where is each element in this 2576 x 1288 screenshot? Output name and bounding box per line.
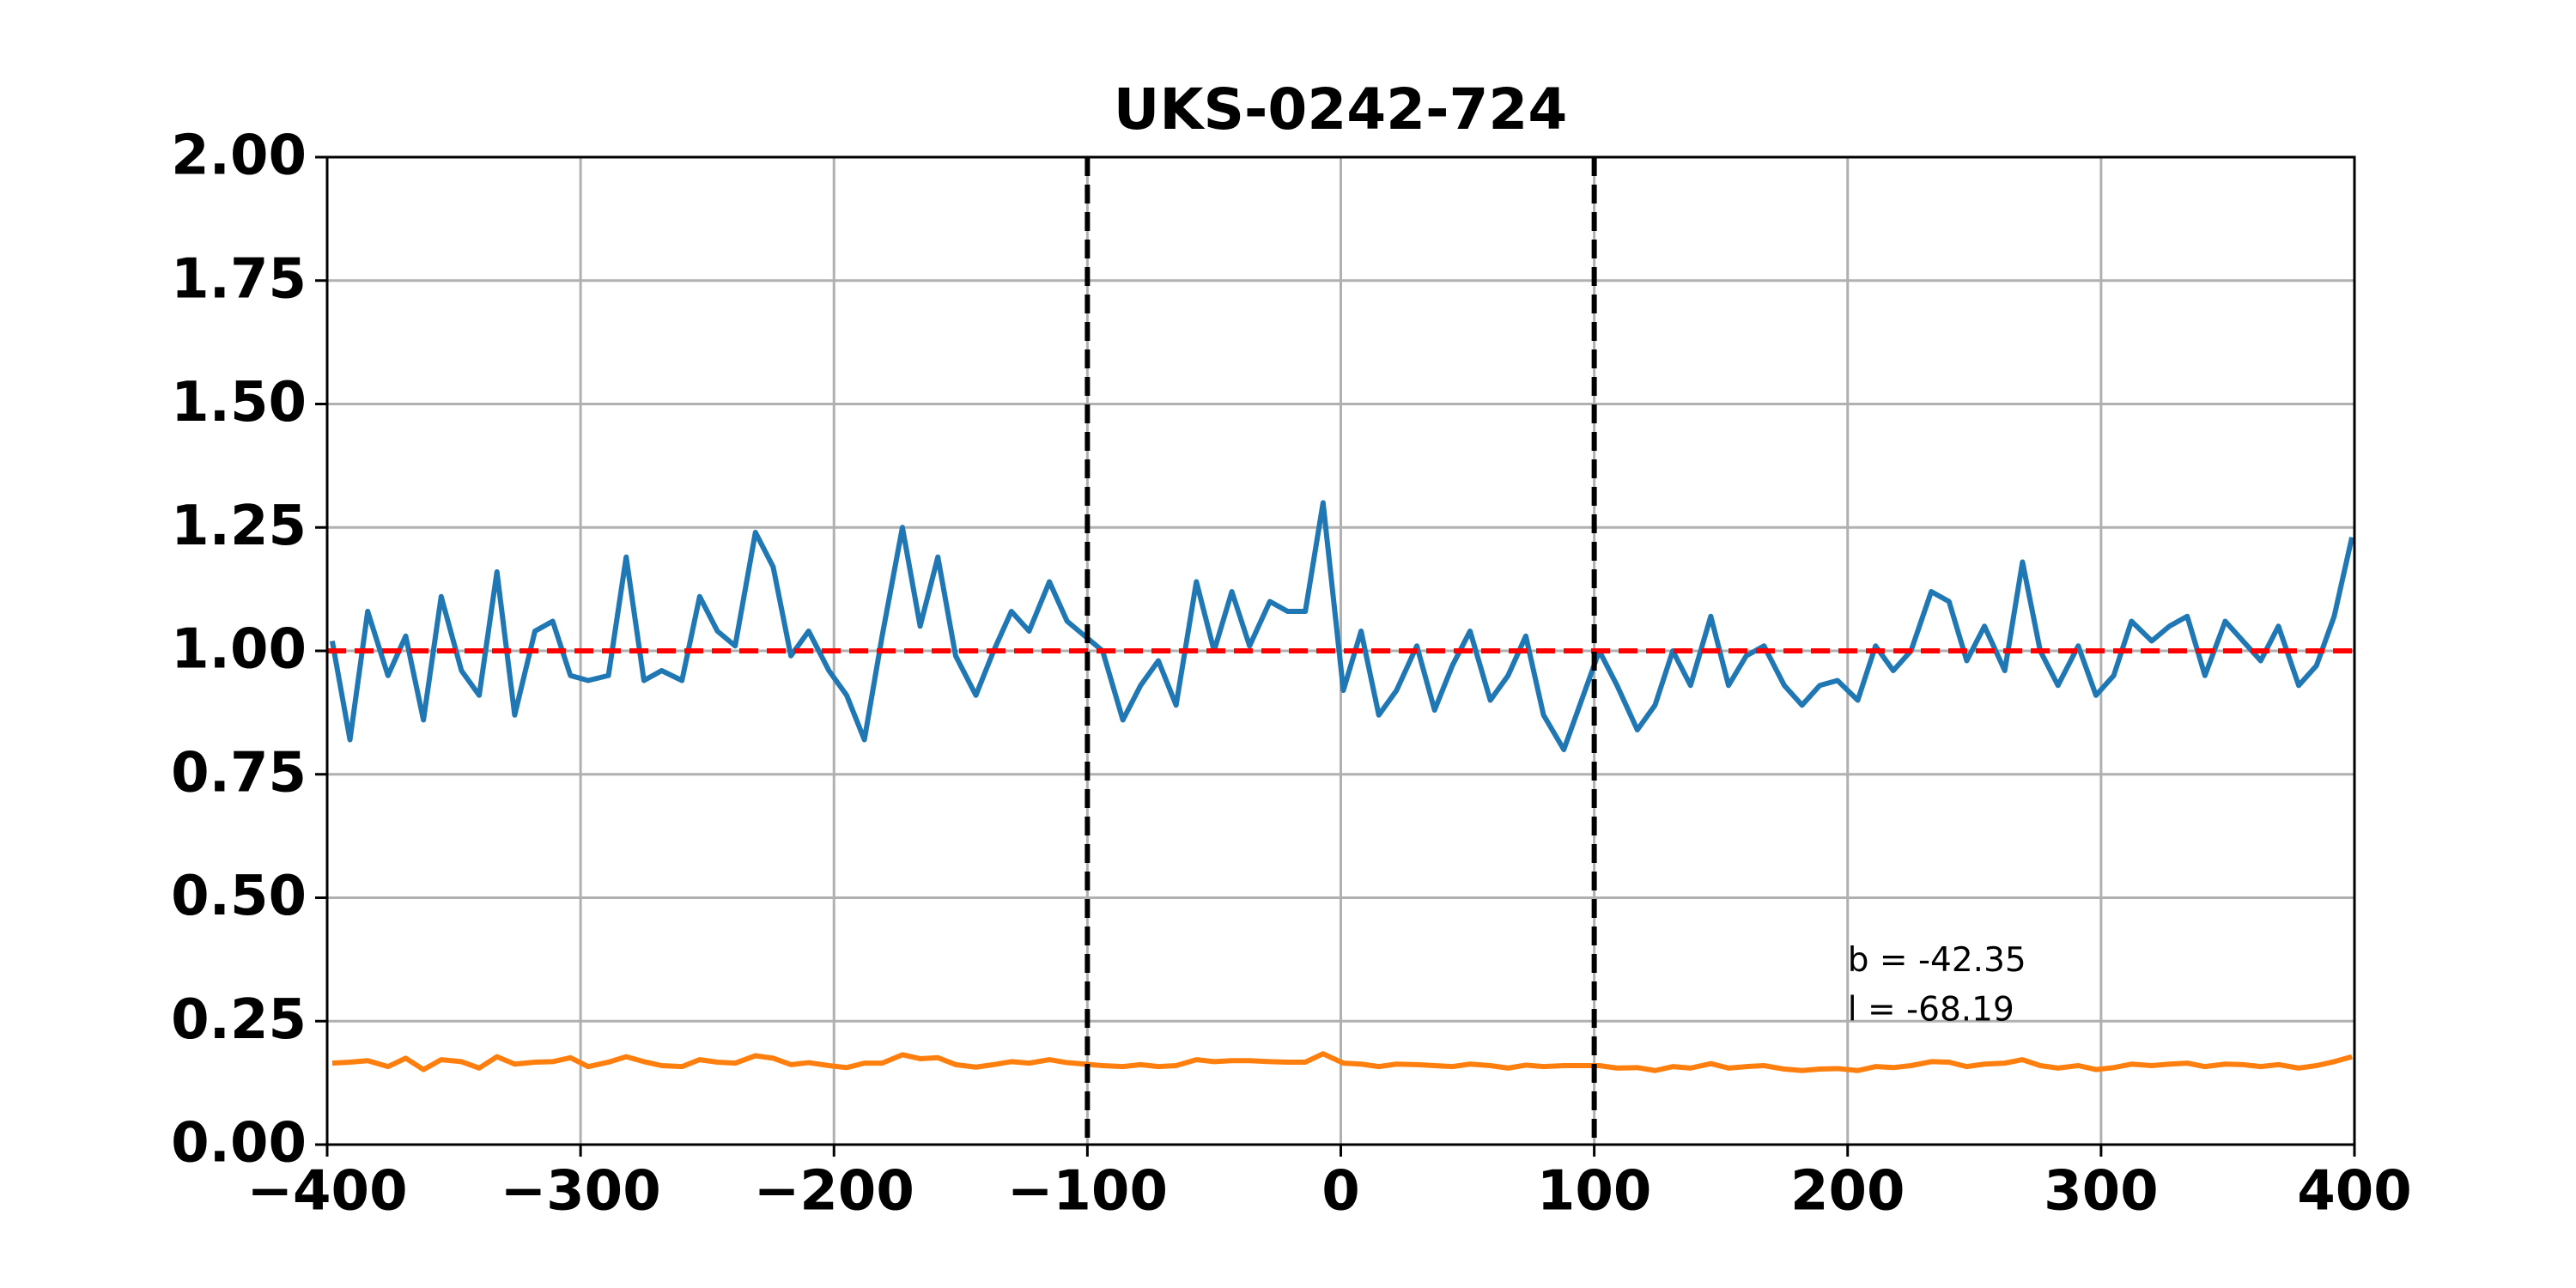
x-tick-label: 200 — [1790, 1160, 1905, 1224]
y-tick-label: 0.75 — [171, 741, 307, 805]
x-tick-label: −100 — [1007, 1160, 1168, 1224]
axes-frame — [325, 155, 2356, 1146]
y-tick-label: 1.50 — [171, 371, 307, 434]
data-line — [329, 500, 2354, 752]
y-tick-label: 2.00 — [171, 125, 307, 188]
y-tick-label: 0.50 — [171, 865, 307, 928]
x-tick-label: 300 — [2044, 1160, 2159, 1224]
chart-title: UKS-0242-724 — [1114, 76, 1568, 143]
annotation: l = -68.19 — [1848, 990, 2014, 1029]
y-tick-label: 1.25 — [171, 495, 307, 558]
x-tick-label: −200 — [754, 1160, 914, 1224]
x-tick-label: −400 — [246, 1160, 407, 1224]
annotation: b = -42.35 — [1848, 941, 2026, 980]
y-tick-label: 1.00 — [171, 618, 307, 682]
y-tick-label: 0.25 — [171, 988, 307, 1052]
x-tick-label: 100 — [1537, 1160, 1652, 1224]
y-tick-label: 1.75 — [171, 247, 307, 311]
y-tick-label: 0.00 — [171, 1112, 307, 1176]
data-line — [331, 1051, 2353, 1073]
x-tick-label: 400 — [2297, 1160, 2412, 1224]
plot-area — [327, 157, 2354, 1145]
x-tick-label: −300 — [501, 1160, 661, 1224]
x-tick-label: 0 — [1321, 1160, 1360, 1224]
